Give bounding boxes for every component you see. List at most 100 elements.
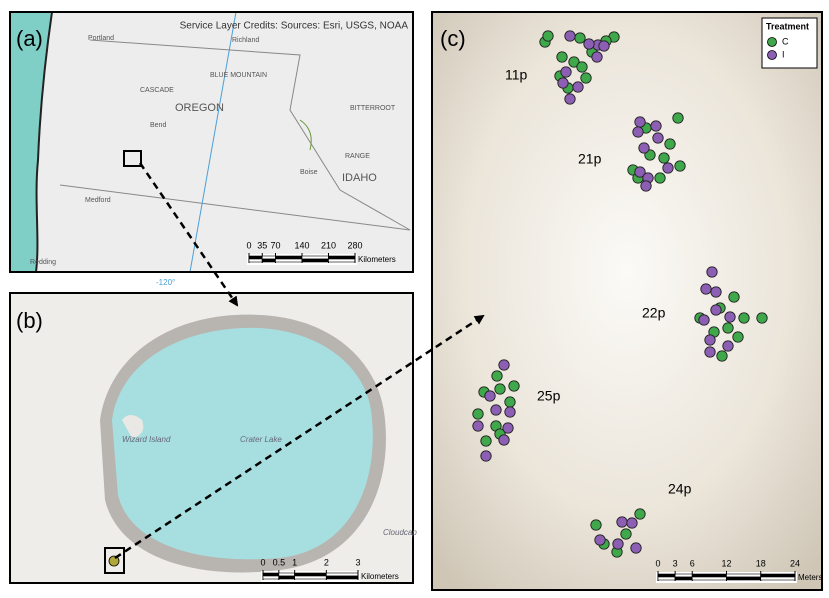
plot-point — [575, 33, 585, 43]
plot-point — [485, 391, 495, 401]
plot-label: 22p — [642, 305, 666, 321]
scale-tick-label: 0 — [260, 557, 265, 567]
place-label: Richland — [232, 37, 259, 44]
scale-segment — [658, 577, 675, 580]
plot-point — [659, 153, 669, 163]
plot-point — [639, 143, 649, 153]
plot-point — [499, 360, 509, 370]
scale-segment — [302, 256, 329, 259]
plot-point — [627, 518, 637, 528]
legend-swatch — [768, 51, 777, 60]
plot-point — [561, 67, 571, 77]
place-label: Boise — [300, 169, 318, 176]
plot-point — [729, 292, 739, 302]
plot-point — [635, 117, 645, 127]
place-label: OREGON — [175, 102, 224, 114]
scale-segment — [263, 573, 279, 576]
scale-segment — [329, 256, 356, 259]
scale-segment — [326, 576, 358, 579]
plot-point — [509, 381, 519, 391]
plot-point — [491, 405, 501, 415]
scale-tick-label: 3 — [355, 557, 360, 567]
panel-label: (c) — [440, 26, 466, 51]
plot-point — [499, 435, 509, 445]
plot-point — [711, 287, 721, 297]
scale-tick-label: 6 — [690, 558, 695, 568]
place-label: Redding — [30, 259, 56, 266]
scale-unit: Meters — [798, 573, 822, 582]
plot-point — [592, 52, 602, 62]
scale-segment — [295, 576, 327, 579]
plot-label: 21p — [578, 151, 602, 167]
place-label: RANGE — [345, 153, 370, 160]
plot-point — [725, 312, 735, 322]
plot-point — [617, 517, 627, 527]
scale-segment — [262, 259, 275, 262]
scale-segment — [761, 574, 795, 577]
scale-segment — [727, 574, 761, 577]
plot-point — [675, 161, 685, 171]
legend-label: C — [782, 36, 789, 46]
place-label: Crater Lake — [240, 435, 282, 444]
plot-point — [739, 313, 749, 323]
panel-a-map — [10, 12, 413, 272]
plot-point — [723, 323, 733, 333]
plot-point — [473, 421, 483, 431]
plot-point — [503, 423, 513, 433]
scale-segment — [326, 573, 358, 576]
plot-point — [581, 73, 591, 83]
place-label: IDAHO — [342, 172, 377, 184]
panel-label: (a) — [16, 26, 43, 51]
scale-tick-label: 70 — [270, 240, 280, 250]
plot-point — [723, 341, 733, 351]
place-label: Portland — [88, 35, 114, 42]
plot-point — [473, 409, 483, 419]
legend-title: Treatment — [766, 21, 809, 31]
scale-unit: Kilometers — [361, 572, 399, 581]
plot-point — [705, 347, 715, 357]
scale-unit: Kilometers — [358, 255, 396, 264]
plot-point — [573, 82, 583, 92]
scale-segment — [675, 574, 692, 577]
plot-point — [701, 284, 711, 294]
scale-tick-label: 280 — [347, 240, 362, 250]
plot-point — [699, 315, 709, 325]
plot-point — [613, 539, 623, 549]
plot-point — [665, 139, 675, 149]
scale-segment — [249, 259, 262, 262]
plot-point — [599, 41, 609, 51]
plot-point — [651, 121, 661, 131]
plot-point — [595, 535, 605, 545]
scale-segment — [329, 259, 356, 262]
place-label: CASCADE — [140, 87, 174, 94]
scale-tick-label: 0.5 — [273, 557, 286, 567]
plot-point — [641, 181, 651, 191]
plot-point — [707, 267, 717, 277]
scale-segment — [692, 577, 726, 580]
legend-swatch — [768, 38, 777, 47]
plot-point — [558, 78, 568, 88]
scale-tick-label: 1 — [292, 557, 297, 567]
scale-tick-label: 12 — [721, 558, 731, 568]
plot-point — [733, 332, 743, 342]
scale-tick-label: 18 — [756, 558, 766, 568]
scale-tick-label: 35 — [257, 240, 267, 250]
plot-point — [705, 335, 715, 345]
plot-point — [635, 509, 645, 519]
plot-point — [495, 384, 505, 394]
plot-point — [481, 451, 491, 461]
plot-point — [505, 407, 515, 417]
plot-point — [481, 436, 491, 446]
panel-b-map — [10, 293, 413, 583]
scale-segment — [675, 577, 692, 580]
scale-segment — [727, 577, 761, 580]
scale-segment — [295, 573, 327, 576]
place-label: BLUE MOUNTAIN — [210, 72, 267, 79]
plot-point — [543, 31, 553, 41]
scale-segment — [249, 256, 262, 259]
scale-segment — [276, 256, 303, 259]
place-label: Wizard Island — [122, 435, 171, 444]
scale-tick-label: 2 — [324, 557, 329, 567]
plot-point — [565, 94, 575, 104]
scale-segment — [279, 573, 295, 576]
